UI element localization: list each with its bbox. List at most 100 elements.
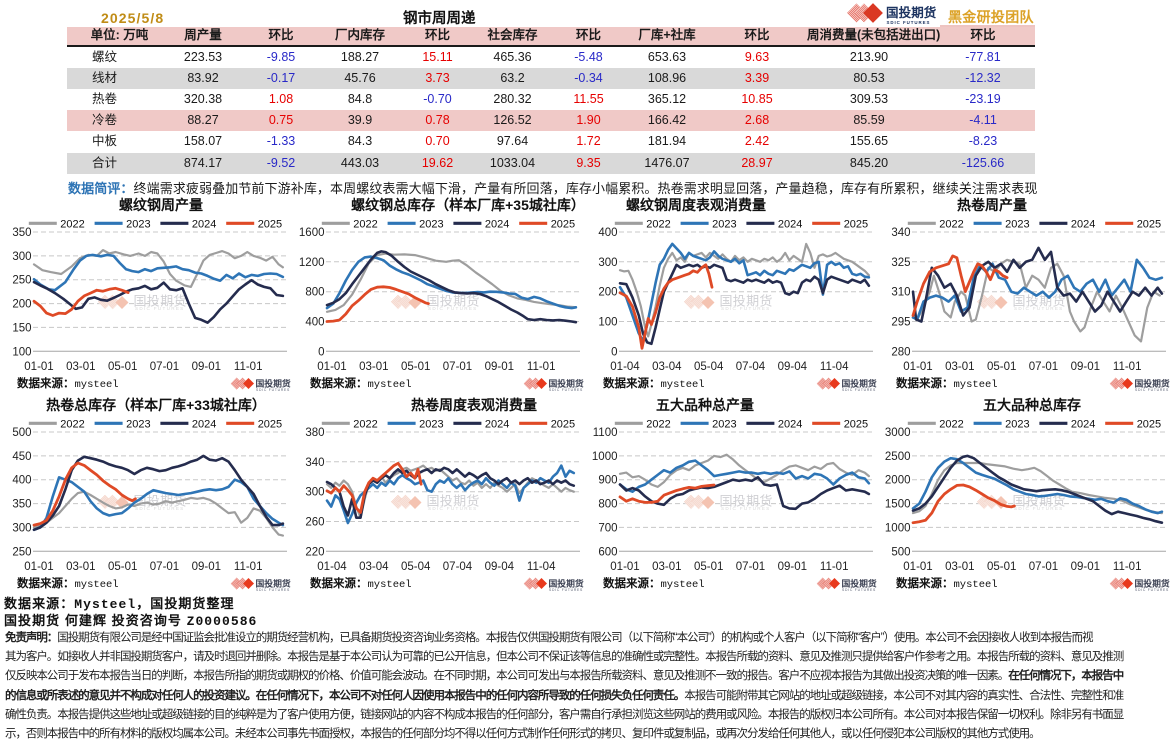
svg-text:五大品种总产量: 五大品种总产量: [656, 397, 754, 413]
svg-text:螺纹钢周产量: 螺纹钢周产量: [119, 197, 203, 213]
svg-text:07-01: 07-01: [150, 361, 179, 373]
svg-text:03-01: 03-01: [66, 361, 95, 373]
svg-text:国投期货: 国投期货: [549, 378, 584, 389]
svg-text:SDIC FUTURES: SDIC FUTURES: [1014, 506, 1064, 511]
svg-text:01-01: 01-01: [24, 561, 53, 573]
svg-text:260: 260: [305, 516, 324, 528]
svg-text:2024: 2024: [1071, 218, 1095, 230]
svg-text:1600: 1600: [299, 227, 325, 239]
svg-text:11-01: 11-01: [234, 561, 263, 573]
svg-text:数据来源：mysteel: 数据来源：mysteel: [603, 576, 705, 591]
svg-text:2025: 2025: [551, 218, 575, 230]
svg-text:2024: 2024: [778, 218, 802, 230]
svg-text:国投期货: 国投期货: [427, 493, 480, 508]
svg-text:3000: 3000: [885, 427, 911, 439]
svg-text:国投期货: 国投期货: [1135, 577, 1170, 588]
svg-text:2024: 2024: [1071, 418, 1095, 430]
svg-text:2023: 2023: [419, 218, 443, 230]
svg-text:03-01: 03-01: [945, 561, 974, 573]
svg-text:07-01: 07-01: [1029, 561, 1058, 573]
svg-text:国投期货: 国投期货: [256, 378, 291, 389]
svg-text:280: 280: [891, 346, 910, 358]
svg-text:国投期货: 国投期货: [1013, 294, 1066, 309]
svg-text:500: 500: [12, 427, 31, 439]
svg-text:150: 150: [12, 322, 31, 334]
svg-text:03-01: 03-01: [652, 561, 681, 573]
svg-text:350: 350: [12, 498, 31, 510]
svg-text:2000: 2000: [885, 474, 911, 486]
svg-text:07-04: 07-04: [736, 361, 766, 373]
svg-text:SDIC FUTURES: SDIC FUTURES: [428, 506, 478, 511]
svg-text:340: 340: [891, 227, 910, 239]
svg-text:数据来源：mysteel: 数据来源：mysteel: [603, 376, 705, 391]
svg-text:2500: 2500: [885, 450, 911, 462]
svg-text:SDIC FUTURES: SDIC FUTURES: [887, 20, 931, 25]
svg-text:05-01: 05-01: [401, 361, 430, 373]
svg-text:SDIC FUTURES: SDIC FUTURES: [135, 506, 185, 511]
svg-text:01-04: 01-04: [317, 561, 347, 573]
svg-text:2025: 2025: [844, 218, 868, 230]
svg-text:0: 0: [318, 346, 324, 358]
svg-text:325: 325: [891, 257, 910, 269]
svg-text:07-01: 07-01: [1029, 361, 1058, 373]
svg-text:热卷总库存（样本厂库+33城社库）: 热卷总库存（样本厂库+33城社库）: [46, 397, 266, 413]
svg-text:螺纹钢总库存（样本厂库+35城社库）: 螺纹钢总库存（样本厂库+35城社库）: [351, 197, 585, 213]
svg-text:SDIC FUTURES: SDIC FUTURES: [549, 388, 583, 392]
svg-text:热卷周产量: 热卷周产量: [957, 197, 1027, 213]
svg-text:03-01: 03-01: [66, 561, 95, 573]
svg-text:11-01: 11-01: [820, 561, 849, 573]
svg-text:05-01: 05-01: [108, 561, 137, 573]
svg-text:11-01: 11-01: [1113, 361, 1142, 373]
svg-text:国投期货: 国投期货: [549, 577, 584, 588]
svg-text:国投期货: 国投期货: [886, 5, 937, 20]
svg-text:800: 800: [598, 498, 617, 510]
svg-text:03-01: 03-01: [359, 361, 388, 373]
svg-text:09-01: 09-01: [192, 561, 221, 573]
svg-text:2025: 2025: [844, 418, 868, 430]
svg-text:SDIC FUTURES: SDIC FUTURES: [721, 506, 771, 511]
svg-text:11-01: 11-01: [1113, 561, 1142, 573]
svg-text:600: 600: [598, 546, 617, 558]
svg-text:09-01: 09-01: [192, 361, 221, 373]
svg-text:2022: 2022: [646, 218, 670, 230]
svg-text:2024: 2024: [485, 418, 509, 430]
svg-text:0: 0: [611, 346, 617, 358]
svg-text:05-01: 05-01: [987, 561, 1016, 573]
svg-text:350: 350: [12, 227, 31, 239]
svg-text:SDIC FUTURES: SDIC FUTURES: [842, 587, 876, 591]
svg-text:2024: 2024: [192, 218, 216, 230]
svg-text:2023: 2023: [126, 218, 150, 230]
svg-text:01-04: 01-04: [610, 361, 640, 373]
svg-text:国投期货: 国投期货: [134, 493, 187, 508]
svg-text:09-04: 09-04: [778, 361, 808, 373]
svg-text:2024: 2024: [485, 218, 509, 230]
svg-text:1000: 1000: [592, 450, 618, 462]
svg-text:100: 100: [12, 346, 31, 358]
svg-text:05-01: 05-01: [694, 561, 723, 573]
svg-text:300: 300: [598, 257, 617, 269]
svg-text:05-01: 05-01: [987, 361, 1016, 373]
svg-text:11-01: 11-01: [527, 361, 556, 373]
svg-text:数据来源：mysteel: 数据来源：mysteel: [17, 576, 119, 591]
svg-text:380: 380: [305, 427, 324, 439]
svg-text:700: 700: [598, 522, 617, 534]
svg-text:2025: 2025: [258, 218, 282, 230]
svg-text:03-04: 03-04: [359, 561, 389, 573]
svg-text:数据来源：mysteel: 数据来源：mysteel: [896, 576, 998, 591]
svg-text:SDIC FUTURES: SDIC FUTURES: [842, 388, 876, 392]
svg-text:国投期货: 国投期货: [842, 577, 877, 588]
svg-text:国投期货: 国投期货: [720, 294, 773, 309]
svg-text:热卷周度表观消费量: 热卷周度表观消费量: [411, 397, 537, 413]
svg-text:05-04: 05-04: [401, 561, 431, 573]
svg-text:SDIC FUTURES: SDIC FUTURES: [549, 587, 583, 591]
svg-text:2022: 2022: [353, 218, 377, 230]
svg-text:09-04: 09-04: [485, 561, 515, 573]
svg-text:300: 300: [12, 522, 31, 534]
svg-text:340: 340: [305, 456, 324, 468]
svg-text:2022: 2022: [60, 218, 84, 230]
svg-text:800: 800: [305, 287, 324, 299]
svg-text:SDIC FUTURES: SDIC FUTURES: [256, 587, 290, 591]
svg-text:螺纹钢周度表观消费量: 螺纹钢周度表观消费量: [626, 197, 766, 213]
svg-text:200: 200: [598, 287, 617, 299]
svg-text:国投期货: 国投期货: [1135, 378, 1170, 389]
